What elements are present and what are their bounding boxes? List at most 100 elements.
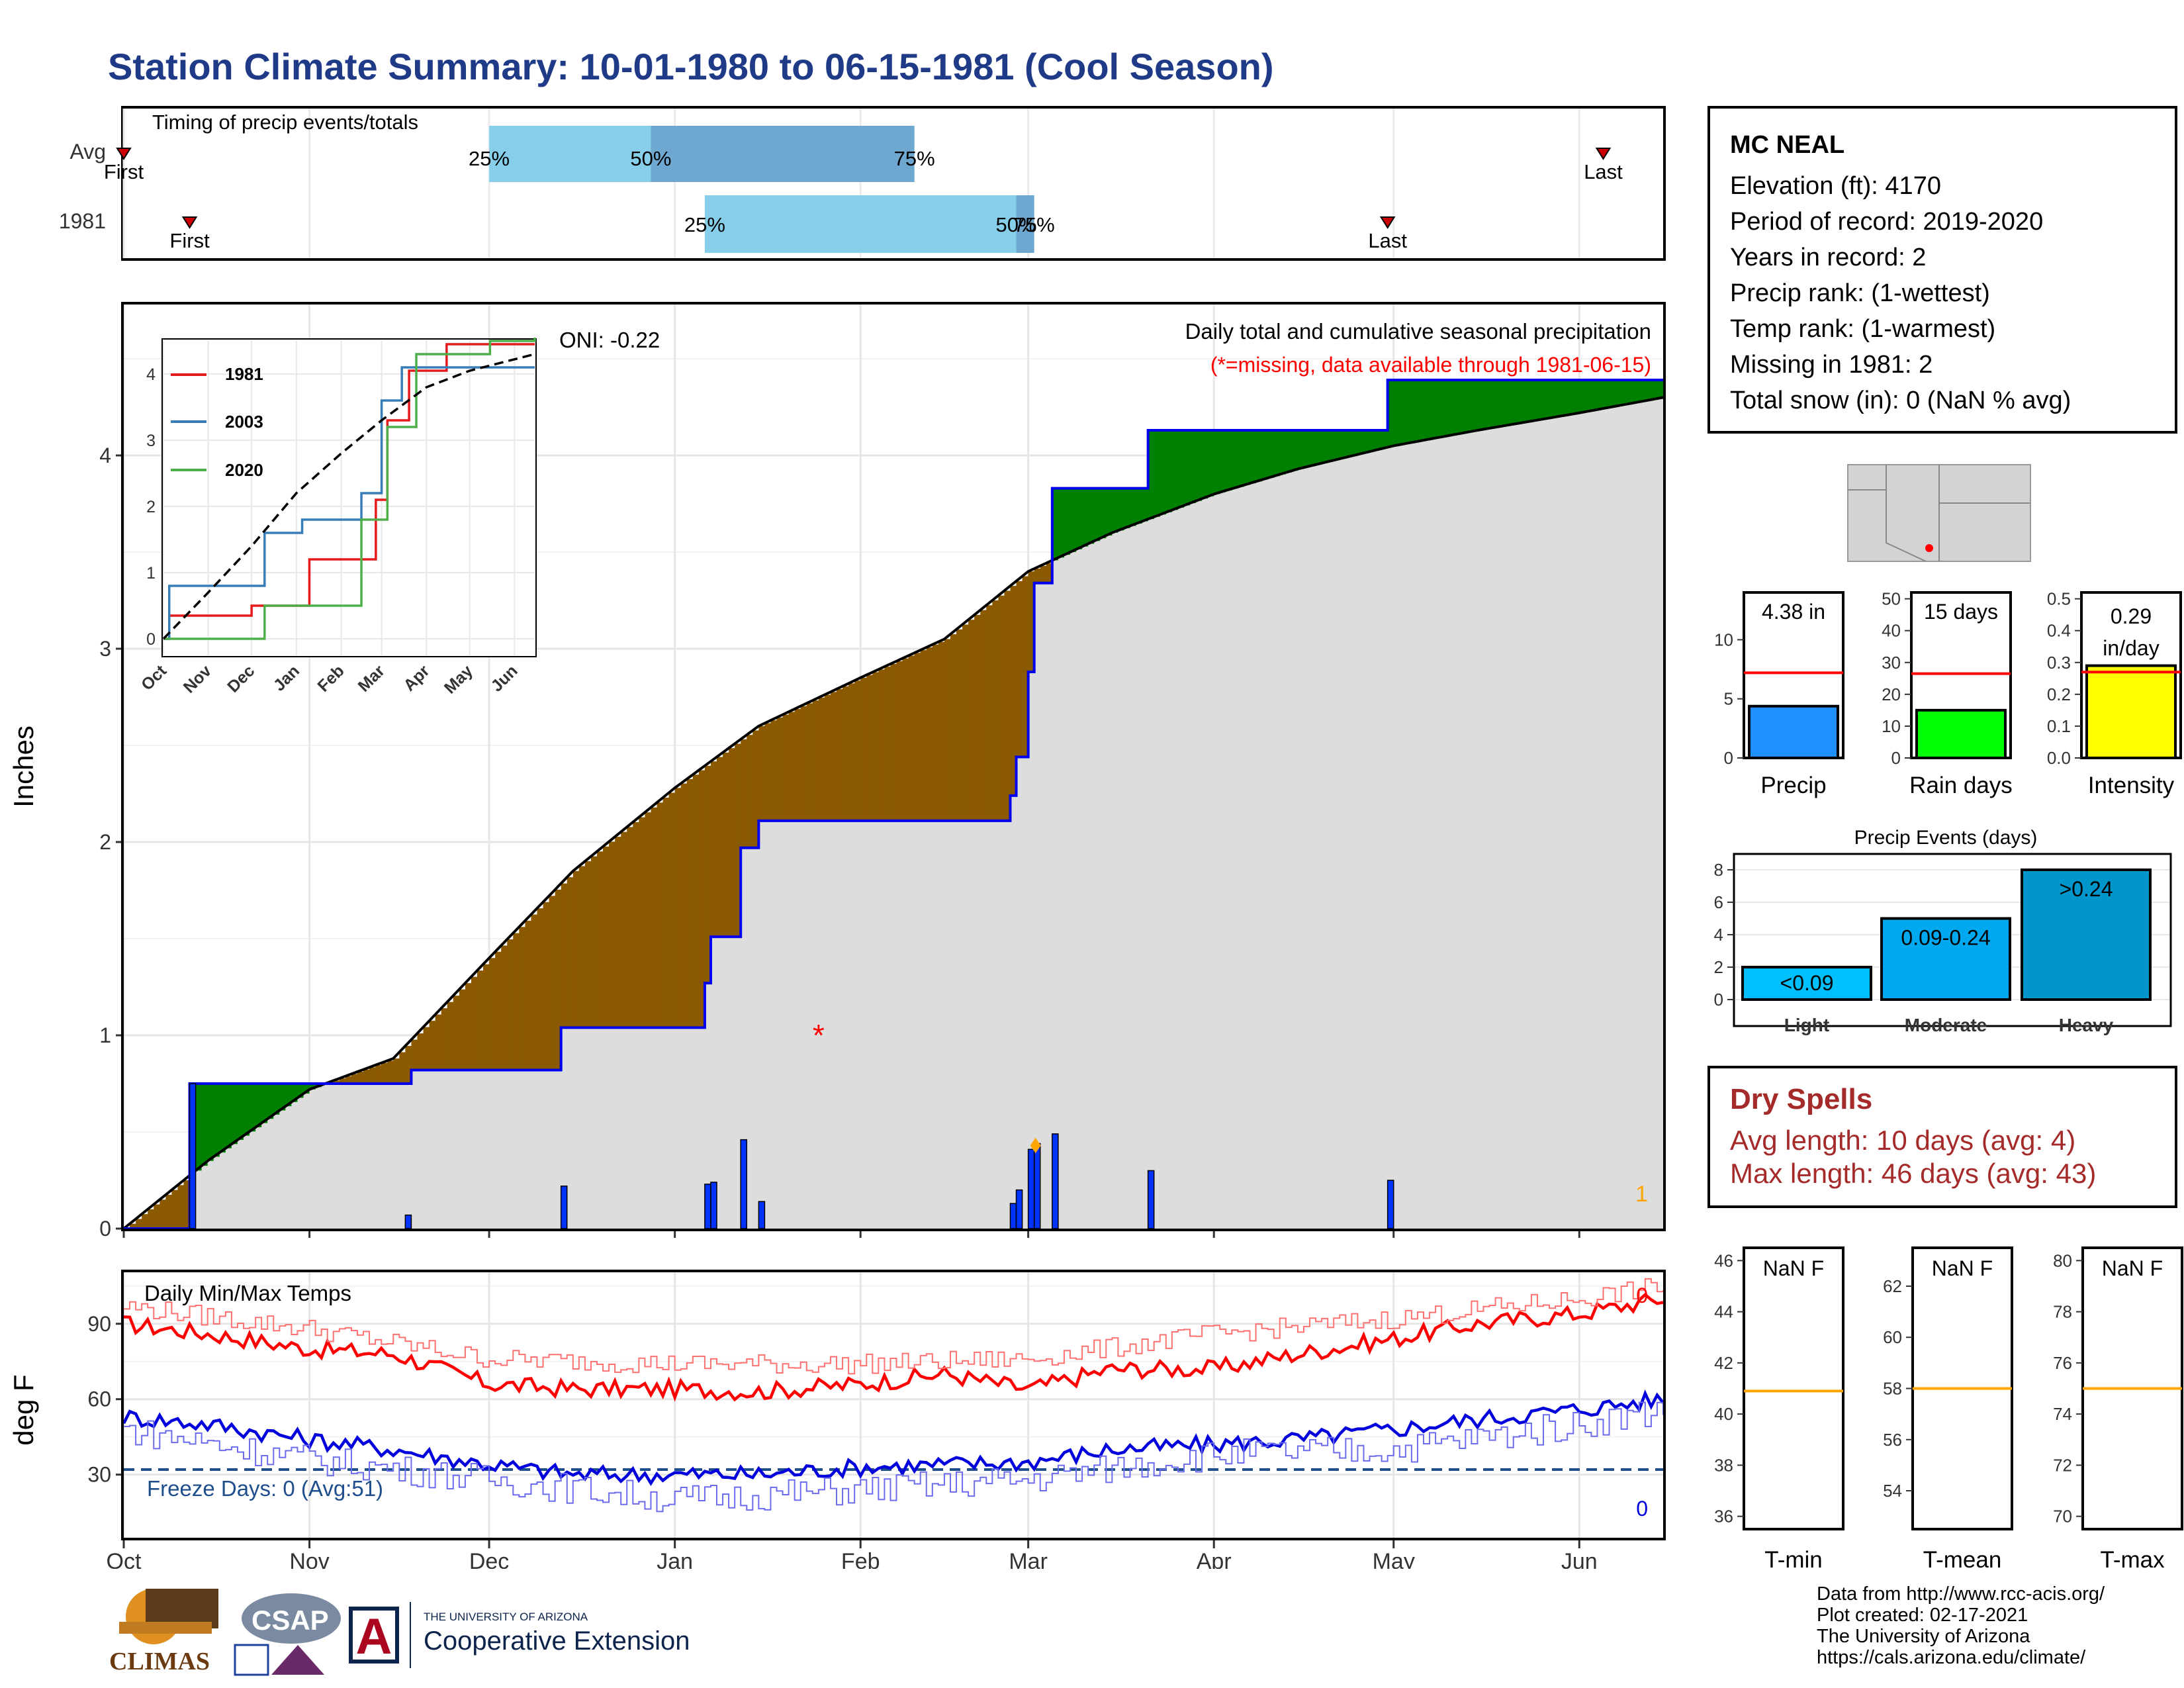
surplus-fill xyxy=(1214,430,1220,494)
timing-title: Timing of precip events/totals xyxy=(152,111,418,134)
cumulative-fill xyxy=(1285,472,1293,1229)
cumulative-fill xyxy=(549,1070,556,1229)
cumulative-fill xyxy=(555,1070,562,1229)
gauge-value: 4.38 in xyxy=(1762,600,1825,624)
cumulative-fill xyxy=(1459,434,1466,1229)
deficit-fill xyxy=(698,770,705,1028)
temps-min-count: 0 xyxy=(1636,1497,1648,1521)
events-bar xyxy=(1741,966,1872,1001)
surplus-fill xyxy=(207,1084,214,1161)
surplus-fill xyxy=(1142,488,1149,522)
events-tick-label: 8 xyxy=(1714,860,1723,880)
footer-line: https://cals.arizona.edu/climate/ xyxy=(1817,1647,2086,1668)
deficit-fill xyxy=(435,1014,442,1070)
cumulative-fill xyxy=(1196,500,1203,1229)
surplus-fill xyxy=(1112,488,1118,533)
dry-spells-panel: Dry Spells Avg length: 10 days (avg: 4) … xyxy=(1707,1066,2177,1208)
cumulative-fill xyxy=(578,1027,586,1229)
events-tick-label: 4 xyxy=(1714,925,1723,945)
footer: Data from http://www.rcc-acis.org/ Plot … xyxy=(1817,1583,2105,1668)
inset-ytick-label: 2 xyxy=(146,498,156,516)
cumulative-fill xyxy=(878,820,886,1229)
cumulative-fill xyxy=(1519,423,1526,1229)
surplus-fill xyxy=(1183,430,1191,506)
surplus-fill xyxy=(1208,430,1214,496)
temp-ytick-label: 30 xyxy=(87,1463,111,1487)
surplus-fill xyxy=(1543,380,1550,420)
deficit-fill xyxy=(704,765,711,984)
deficit-fill xyxy=(1016,581,1023,757)
surplus-fill xyxy=(1585,380,1592,412)
cumulative-fill xyxy=(255,1127,262,1229)
timing-first-label: First xyxy=(169,229,210,252)
inset-ytick-label: 0 xyxy=(146,630,156,649)
deficit-fill xyxy=(950,634,957,821)
temp-gauge-value: NaN F xyxy=(1763,1256,1824,1280)
precip-gauges: 0 5 10 4.38 in Precip 0 10 20 30 40 50 15 days Rain … xyxy=(1714,589,2182,798)
min-temp-avg-line xyxy=(124,1401,1664,1513)
surplus-fill xyxy=(1124,488,1131,528)
cumulative-fill xyxy=(1046,583,1053,1229)
deficit-fill xyxy=(800,706,807,821)
cumulative-fill xyxy=(1106,535,1113,1229)
surplus-fill xyxy=(1417,380,1424,442)
inset-legend-1981: 1981 xyxy=(225,364,263,384)
cumulative-fill xyxy=(1297,469,1304,1229)
deficit-fill xyxy=(729,748,735,937)
cumulative-fill xyxy=(201,1166,208,1229)
cumulative-fill xyxy=(333,1084,340,1229)
deficit-fill xyxy=(471,976,478,1070)
cumulative-fill xyxy=(1375,449,1383,1229)
cumulative-fill xyxy=(1267,477,1275,1229)
events-bar-label: <0.09 xyxy=(1780,971,1834,995)
deficit-fill xyxy=(680,783,688,1028)
cumulative-fill xyxy=(992,820,999,1229)
surplus-fill xyxy=(1058,488,1065,558)
cumulative-fill xyxy=(1202,498,1208,1229)
deficit-fill xyxy=(1010,586,1017,796)
cumulative-fill xyxy=(1405,444,1412,1229)
month-label: May xyxy=(1373,1549,1415,1569)
cumulative-fill xyxy=(1094,541,1101,1229)
cumulative-fill xyxy=(1621,405,1628,1229)
deficit-fill xyxy=(165,1194,173,1229)
inset-line-2020 xyxy=(163,338,536,640)
deficit-fill xyxy=(183,1180,191,1229)
events-bar-label: >0.24 xyxy=(2060,877,2113,901)
temp-ytick-label: 90 xyxy=(87,1312,111,1336)
cumulative-fill xyxy=(1399,444,1406,1229)
deficit-fill xyxy=(692,774,700,1028)
cumulative-fill xyxy=(1633,402,1640,1229)
cumulative-fill xyxy=(321,1085,328,1229)
cumulative-fill xyxy=(1393,445,1400,1229)
surplus-fill xyxy=(1639,380,1646,402)
cumulative-fill xyxy=(1579,412,1586,1229)
max-temp-line xyxy=(123,1292,1664,1402)
cumulative-fill xyxy=(1279,474,1287,1229)
events-tick-label: 6 xyxy=(1714,892,1723,912)
cumulative-fill xyxy=(399,1084,406,1229)
cumulative-fill xyxy=(824,820,831,1229)
surplus-fill xyxy=(1106,488,1113,536)
surplus-fill xyxy=(1064,488,1071,555)
deficit-fill xyxy=(477,970,484,1070)
month-labels: Oct Nov Dec Jan Feb Mar Apr May Jun xyxy=(107,1549,1598,1569)
timing-last-marker xyxy=(1595,148,1612,160)
deficit-fill xyxy=(842,686,849,821)
gauge-bar xyxy=(2085,664,2177,759)
cumulative-fill xyxy=(1651,399,1658,1229)
cumulative-fill xyxy=(680,1027,688,1229)
deficit-fill xyxy=(968,620,975,821)
climas-logo: CLIMAS xyxy=(109,1589,218,1675)
station-missing: Missing in 1981: 2 xyxy=(1730,351,1933,379)
cumulative-fill xyxy=(639,1027,646,1229)
cumulative-fill xyxy=(279,1110,286,1229)
timing-first-marker xyxy=(116,148,132,160)
cumulative-fill xyxy=(1447,436,1454,1229)
temp-axis: 30 60 90 xyxy=(87,1312,1580,1548)
inset-grid xyxy=(163,340,535,655)
cumulative-fill xyxy=(435,1070,442,1229)
cumulative-fill xyxy=(381,1084,388,1229)
temp-lines xyxy=(122,1278,1664,1513)
